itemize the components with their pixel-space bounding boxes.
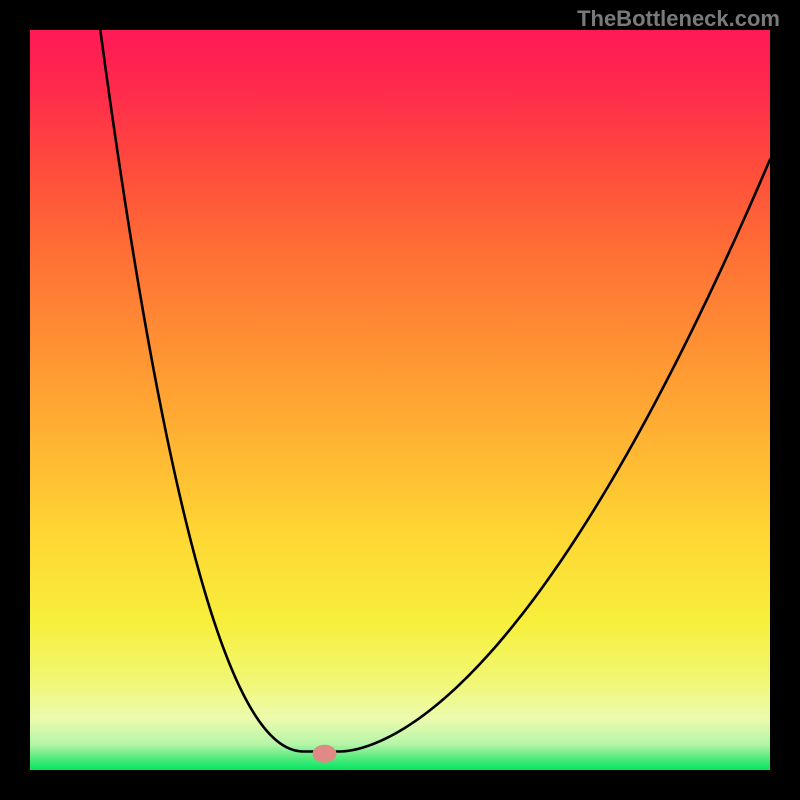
minimum-marker [313, 745, 337, 763]
plot-svg [30, 30, 770, 770]
plot-area [30, 30, 770, 770]
figure-root: TheBottleneck.com [0, 0, 800, 800]
gradient-background [30, 30, 770, 770]
watermark-text: TheBottleneck.com [577, 6, 780, 32]
